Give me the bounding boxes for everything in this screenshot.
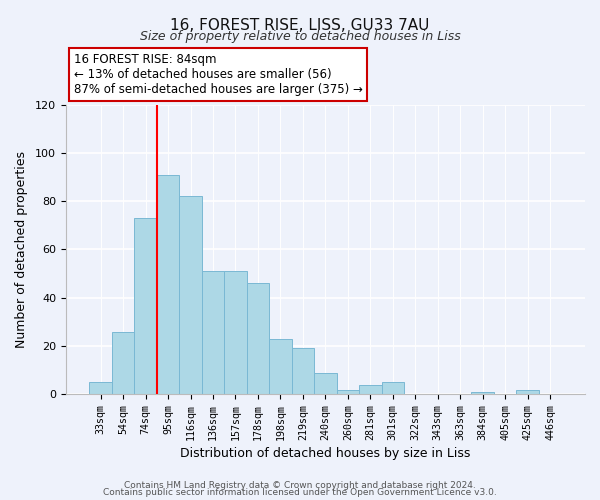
Bar [314,372,337,394]
Bar [472,392,494,394]
Bar [382,382,404,394]
Bar [112,332,134,394]
Bar [292,348,314,395]
Bar [247,283,269,395]
Text: 16, FOREST RISE, LISS, GU33 7AU: 16, FOREST RISE, LISS, GU33 7AU [170,18,430,32]
Bar [517,390,539,394]
Bar [359,384,382,394]
X-axis label: Distribution of detached houses by size in Liss: Distribution of detached houses by size … [180,447,470,460]
Y-axis label: Number of detached properties: Number of detached properties [15,151,28,348]
Bar [157,174,179,394]
Bar [202,271,224,394]
Text: Contains public sector information licensed under the Open Government Licence v3: Contains public sector information licen… [103,488,497,497]
Bar [179,196,202,394]
Bar [269,339,292,394]
Bar [337,390,359,394]
Bar [224,271,247,394]
Text: Contains HM Land Registry data © Crown copyright and database right 2024.: Contains HM Land Registry data © Crown c… [124,480,476,490]
Text: 16 FOREST RISE: 84sqm
← 13% of detached houses are smaller (56)
87% of semi-deta: 16 FOREST RISE: 84sqm ← 13% of detached … [74,53,362,96]
Bar [134,218,157,394]
Text: Size of property relative to detached houses in Liss: Size of property relative to detached ho… [140,30,460,43]
Bar [89,382,112,394]
